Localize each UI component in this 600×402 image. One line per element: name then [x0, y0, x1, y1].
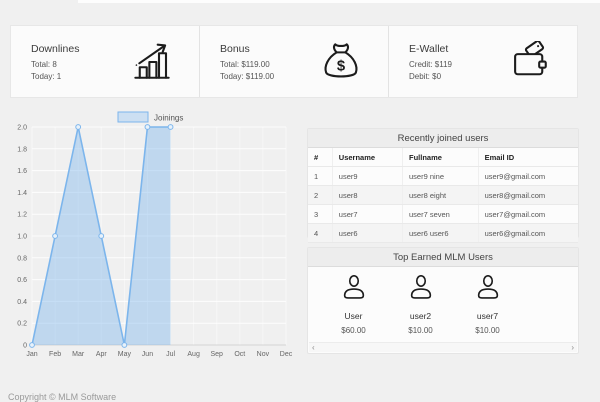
- data-point-marker[interactable]: [121, 342, 128, 348]
- ewallet-credit: Credit: $119: [409, 59, 452, 69]
- ewallet-card: E-Wallet Credit: $119 Debit: $0: [389, 26, 577, 97]
- data-point-marker[interactable]: [144, 124, 151, 130]
- table-cell: user6: [332, 223, 403, 243]
- x-axis-tick-label: Jan: [26, 351, 37, 358]
- x-axis-tick-label: Jul: [166, 351, 175, 358]
- table-cell: 1: [308, 166, 333, 186]
- user-name: user7: [476, 311, 499, 321]
- downlines-card-title: Downlines: [31, 42, 80, 55]
- downlines-total: Total: 8: [31, 59, 57, 69]
- y-axis-tick-label: 1.6: [17, 168, 27, 175]
- y-axis-tick-label: 1.8: [17, 146, 27, 153]
- data-point-marker[interactable]: [75, 124, 82, 130]
- y-axis-tick-label: 0.6: [17, 277, 27, 284]
- joinings-chart: 0 0.2 0.4 0.6 0.8 1.0 1.2 1.4 1.6 1.8 2.0 Jan Feb Mar…: [8, 103, 300, 365]
- data-point-marker[interactable]: [52, 233, 58, 239]
- x-axis-tick-label: Dec: [280, 351, 293, 358]
- svg-text:$: $: [337, 58, 346, 74]
- user-icon: [410, 274, 431, 299]
- top-earned-user[interactable]: user2 $10.00: [387, 273, 454, 335]
- y-axis-tick-label: 0.8: [17, 255, 27, 262]
- x-axis-tick-label: Nov: [257, 351, 270, 358]
- x-axis-tick-label: Aug: [187, 351, 200, 358]
- data-point-marker[interactable]: [167, 124, 174, 130]
- table-row[interactable]: 2 user8 user8 eight user8@gmail.com: [308, 185, 578, 205]
- y-axis-tick-label: 1.0: [17, 234, 27, 241]
- top-earned-title: Top Earned MLM Users: [308, 248, 578, 267]
- x-axis-tick-label: Feb: [49, 351, 61, 358]
- user-name: User: [344, 311, 363, 321]
- header-bottom-strip: [78, 0, 600, 3]
- top-earned-panel: Top Earned MLM Users User $60.00 user2 $10.…: [307, 247, 579, 354]
- recently-joined-users-panel: Recently joined users # Username Fullname E…: [307, 128, 579, 243]
- x-axis-tick-label: Mar: [72, 351, 85, 358]
- table-cell: user8@gmail.com: [478, 185, 578, 205]
- table-cell: 4: [308, 223, 333, 243]
- top-earned-user[interactable]: user7 $10.00: [454, 273, 521, 335]
- bonus-card: Bonus Total: $119.00 Today: $119.00 $: [200, 26, 389, 97]
- downlines-today: Today: 1: [31, 71, 62, 81]
- y-axis-tick-label: 1.4: [17, 190, 27, 197]
- top-earned-carousel: User $60.00 user2 $10.00 user7 $10.00: [308, 267, 578, 335]
- table-cell: user7@gmail.com: [478, 204, 578, 224]
- column-header: #: [308, 148, 333, 167]
- user-amount: $10.00: [475, 326, 500, 335]
- column-header: Fullname: [402, 148, 479, 167]
- table-cell: user8 eight: [402, 185, 479, 205]
- table-cell: 2: [308, 185, 333, 205]
- table-cell: user9@gmail.com: [478, 166, 578, 186]
- carousel-scrollbar[interactable]: ‹ ›: [309, 342, 577, 352]
- bonus-total: Total: $119.00: [220, 59, 270, 69]
- y-axis-tick-label: 0: [23, 343, 27, 350]
- user-name: user2: [409, 311, 432, 321]
- y-axis-tick-label: 0.4: [17, 299, 27, 306]
- legend-label[interactable]: Joinings: [154, 114, 183, 123]
- table-row[interactable]: 3 user7 user7 seven user7@gmail.com: [308, 204, 578, 224]
- wallet-icon: [514, 40, 547, 75]
- user-icon: [477, 274, 498, 299]
- table-cell: user6 user6: [402, 223, 479, 243]
- y-axis-tick-label: 2.0: [17, 125, 27, 132]
- table-cell: user9: [332, 166, 403, 186]
- data-point-marker[interactable]: [98, 233, 105, 239]
- column-header: Username: [332, 148, 403, 167]
- x-axis-tick-label: Sep: [210, 351, 223, 358]
- top-earned-user[interactable]: User $60.00: [320, 273, 387, 335]
- y-axis-tick-label: 0.2: [17, 321, 27, 328]
- table-cell: 3: [308, 204, 333, 224]
- scroll-left-icon[interactable]: ‹: [312, 342, 315, 352]
- money-bag-icon: $: [324, 42, 358, 77]
- table-cell: user7: [332, 204, 403, 224]
- table-row[interactable]: 4 user6 user6 user6 user6@gmail.com: [308, 223, 578, 243]
- bonus-card-title: Bonus: [220, 42, 250, 55]
- table-cell: user8: [332, 185, 403, 205]
- downlines-card: Downlines Total: 8 Today: 1: [11, 26, 200, 97]
- bonus-today: Today: $119.00: [220, 71, 275, 81]
- data-point-marker[interactable]: [29, 342, 35, 348]
- recent-users-title: Recently joined users: [308, 129, 578, 148]
- scroll-right-icon[interactable]: ›: [571, 342, 574, 352]
- table-cell: user7 seven: [402, 204, 479, 224]
- table-cell: user9 nine: [402, 166, 479, 186]
- recent-users-table: # Username Fullname Email ID 1 user9 user9 ni…: [308, 148, 578, 243]
- ewallet-card-title: E-Wallet: [409, 42, 449, 55]
- user-amount: $10.00: [408, 326, 433, 335]
- column-header: Email ID: [478, 148, 578, 167]
- legend-swatch[interactable]: [117, 111, 149, 123]
- table-header-row: # Username Fullname Email ID: [308, 148, 578, 167]
- x-axis-tick-label: Apr: [96, 351, 108, 358]
- x-axis-tick-label: Jun: [142, 351, 153, 358]
- x-axis-tick-label: May: [118, 351, 132, 358]
- y-axis-tick-label: 1.2: [17, 212, 27, 219]
- stats-card-row: Downlines Total: 8 Today: 1 Bonus Total:…: [10, 25, 578, 98]
- table-row[interactable]: 1 user9 user9 nine user9@gmail.com: [308, 166, 578, 186]
- table-cell: user6@gmail.com: [478, 223, 578, 243]
- ewallet-debit: Debit: $0: [409, 71, 442, 81]
- footer-text: Copyright © MLM Software: [8, 392, 117, 402]
- user-icon: [343, 274, 364, 299]
- x-axis-tick-label: Oct: [234, 351, 245, 358]
- user-amount: $60.00: [341, 326, 366, 335]
- growth-chart-icon: [134, 43, 170, 79]
